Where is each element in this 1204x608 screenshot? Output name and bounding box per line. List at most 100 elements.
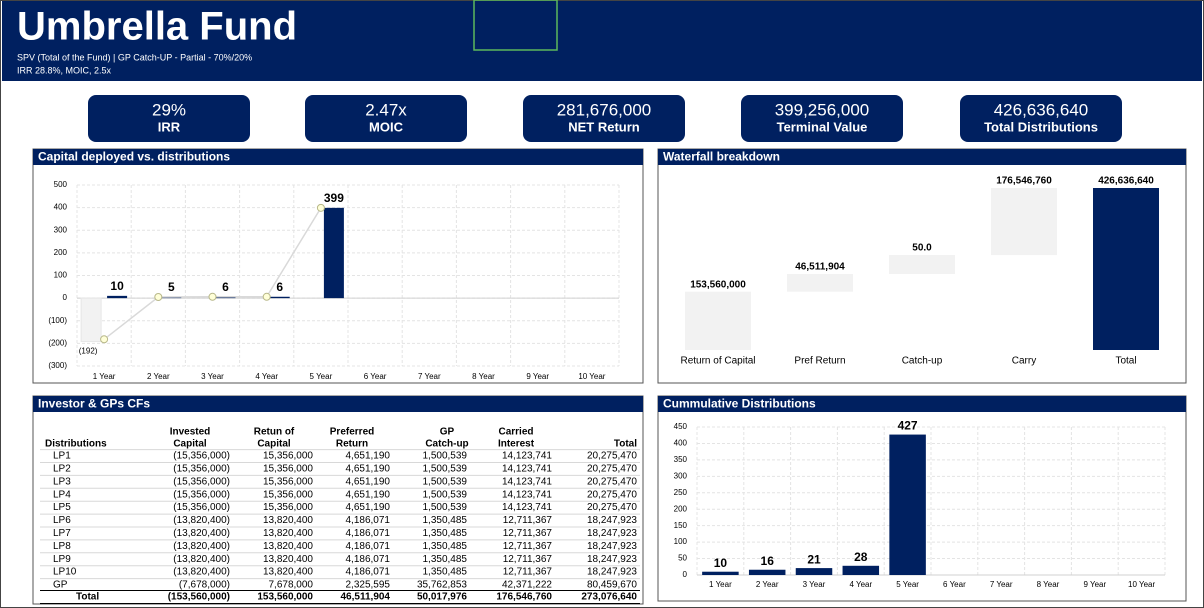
data-label: 46,511,904 (795, 262, 845, 273)
table-total-cell: (153,560,000) (168, 592, 230, 603)
y-tick-label: 250 (674, 488, 688, 497)
y-tick-label: 200 (674, 504, 688, 513)
waterfall-bar (991, 188, 1057, 256)
panel-title-bar (658, 149, 1186, 165)
x-tick-label: 2 Year (147, 372, 170, 381)
table-cell: (13,820,400) (173, 515, 230, 526)
table-cell: 80,459,670 (587, 580, 637, 591)
title: Umbrella Fund (17, 5, 297, 49)
table-cell: 20,275,470 (587, 502, 637, 513)
table-cell: (13,820,400) (173, 528, 230, 539)
y-tick-label: 150 (674, 521, 688, 530)
kpi-card (523, 95, 685, 142)
table-cell: LP7 (53, 528, 71, 539)
y-tick-label: 400 (674, 439, 688, 448)
table-cell: 12,711,367 (503, 515, 553, 526)
bar (842, 565, 880, 575)
table-cell: 4,651,190 (346, 464, 391, 475)
table-cell: 7,678,000 (269, 580, 314, 591)
x-tick-label: 5 Year (896, 580, 919, 589)
table-cell: 13,820,400 (263, 554, 313, 565)
waterfall-bar (787, 274, 853, 292)
table-cell: 4,186,071 (346, 528, 391, 539)
panel-title: Cummulative Distributions (663, 397, 816, 411)
y-tick-label: 400 (54, 203, 68, 212)
x-tick-label: 2 Year (756, 580, 779, 589)
table-cell: 18,247,923 (587, 515, 637, 526)
x-tick-label: 9 Year (1083, 580, 1106, 589)
table-cell: 18,247,923 (587, 554, 637, 565)
table-cell: 1,350,485 (423, 567, 468, 578)
table-cell: 13,820,400 (263, 515, 313, 526)
table-cell: 4,186,071 (346, 541, 391, 552)
table-cell: 1,500,539 (423, 464, 468, 475)
table-cell: 1,500,539 (423, 502, 468, 513)
x-tick-label: 4 Year (849, 580, 872, 589)
x-tick-label: 7 Year (418, 372, 441, 381)
data-label: 427 (898, 419, 918, 433)
y-tick-label: (300) (48, 361, 67, 370)
kpi-card (88, 95, 250, 142)
table-cell: 12,711,367 (503, 528, 553, 539)
data-label: 50.0 (912, 243, 932, 254)
data-label: 153,560,000 (690, 279, 746, 290)
y-tick-label: 0 (683, 570, 688, 579)
table-cell: LP8 (53, 541, 71, 552)
line-marker (100, 335, 109, 344)
table-cell: 4,651,190 (346, 489, 391, 500)
bar (889, 434, 926, 575)
table-total-cell: Total (76, 592, 99, 603)
table-cell: LP9 (53, 554, 71, 565)
table-cell: 15,356,000 (263, 502, 313, 513)
table-cell: (13,820,400) (173, 567, 230, 578)
table-cell: 18,247,923 (587, 567, 637, 578)
table-cell: 14,123,741 (502, 502, 552, 513)
kpi-label: IRR (158, 119, 181, 134)
bar (748, 569, 786, 575)
line-marker (154, 292, 163, 301)
table-cell: GP (53, 580, 68, 591)
table-cell: 1,350,485 (423, 528, 468, 539)
table-cell: 4,186,071 (346, 567, 391, 578)
table-cell: 12,711,367 (503, 567, 553, 578)
table-total-cell: 153,560,000 (257, 592, 313, 603)
table-cell: (13,820,400) (173, 541, 230, 552)
kpi-value: 426,636,640 (994, 100, 1089, 119)
x-tick-label: Total (1115, 356, 1136, 367)
kpi-label: Total Distributions (984, 119, 1098, 134)
table-cell: 4,186,071 (346, 515, 391, 526)
x-tick-label: 8 Year (1037, 580, 1060, 589)
table-cell: (15,356,000) (173, 451, 230, 462)
y-tick-label: 350 (674, 455, 688, 464)
table-cell: 2,325,595 (346, 580, 391, 591)
y-tick-label: 0 (63, 293, 68, 302)
table-cell: 12,711,367 (503, 554, 553, 565)
table-cell: 1,500,539 (423, 451, 468, 462)
table-cell: 18,247,923 (587, 528, 637, 539)
column-header: Distributions (45, 439, 107, 450)
panel (32, 395, 644, 605)
table-total-cell: 176,546,760 (496, 592, 552, 603)
x-tick-label: 4 Year (255, 372, 278, 381)
bar (702, 571, 739, 575)
y-tick-label: 450 (674, 422, 688, 431)
table-cell: LP2 (53, 464, 71, 475)
waterfall-bar (1093, 188, 1159, 350)
waterfall-bar (889, 255, 955, 275)
table-cell: 4,186,071 (346, 554, 391, 565)
kpi-card (960, 95, 1122, 142)
panel-title-bar (658, 396, 1186, 412)
y-tick-label: (100) (48, 316, 67, 325)
table-cell: (15,356,000) (173, 489, 230, 500)
y-tick-label: 100 (54, 271, 68, 280)
table-cell: 15,356,000 (263, 464, 313, 475)
subtitle: IRR 28.8%, MOIC, 2.5x (17, 65, 112, 75)
x-tick-label: 6 Year (943, 580, 966, 589)
table-total-cell: 46,511,904 (341, 592, 391, 603)
column-header: Capital (257, 439, 291, 450)
x-tick-label: 7 Year (990, 580, 1013, 589)
table-cell: 1,350,485 (423, 515, 468, 526)
x-tick-label: Catch-up (902, 356, 943, 367)
waterfall-bar (685, 291, 751, 350)
table-cell: 13,820,400 (263, 541, 313, 552)
